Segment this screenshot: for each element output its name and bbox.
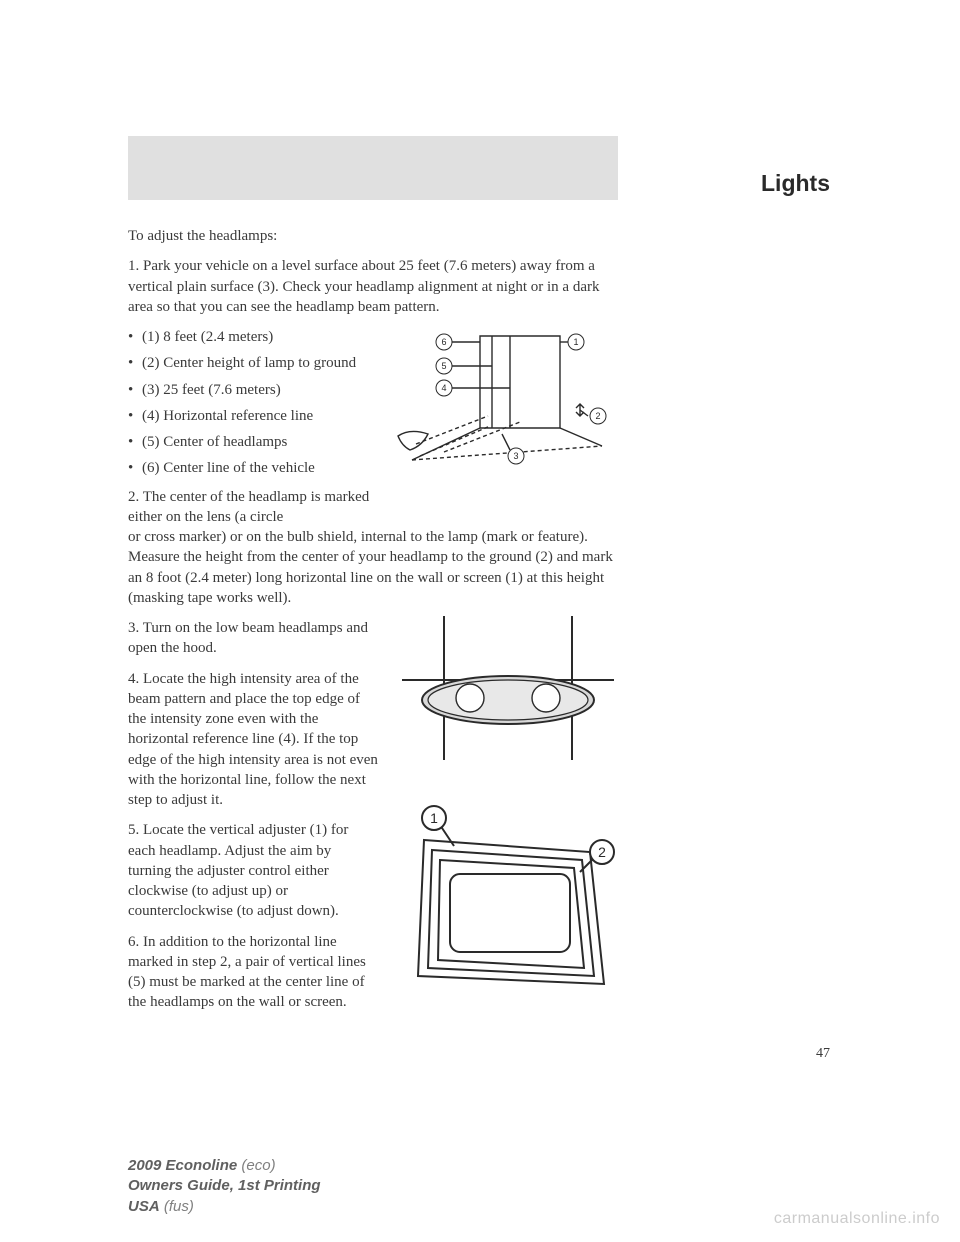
diagram-alignment-setup: 6 5 4 1 2 3 [392, 318, 624, 470]
callout-1: 1 [430, 810, 438, 826]
diagram-headlamp-adjusters: 1 2 [394, 798, 622, 998]
footer-guide: Owners Guide, 1st Printing [128, 1176, 321, 1196]
step-4: 4. Locate the high intensity area of the… [128, 669, 378, 811]
step-3: 3. Turn on the low beam headlamps and op… [128, 618, 378, 659]
step-1: 1. Park your vehicle on a level surface … [128, 256, 618, 317]
callout-6: 6 [441, 337, 446, 347]
bullet-item: (2) Center height of lamp to ground [128, 353, 378, 373]
page-number: 47 [816, 1046, 830, 1062]
reference-bullets: (1) 8 feet (2.4 meters) (2) Center heigh… [128, 327, 378, 479]
footer-code2: (fus) [164, 1198, 194, 1215]
step-2a: 2. The center of the headlamp is marked … [128, 487, 378, 528]
callout-2: 2 [598, 844, 606, 860]
callout-5: 5 [441, 361, 446, 371]
callout-2: 2 [595, 411, 600, 421]
bullet-item: (3) 25 feet (7.6 meters) [128, 380, 378, 400]
callout-4: 4 [441, 383, 446, 393]
step-2b: or cross marker) or on the bulb shield, … [128, 527, 618, 608]
bullet-item: (1) 8 feet (2.4 meters) [128, 327, 378, 347]
bullet-item: (4) Horizontal reference line [128, 406, 378, 426]
section-title: Lights [761, 170, 830, 197]
header-bar [128, 136, 618, 200]
footer-region: USA [128, 1198, 160, 1215]
bullet-item: (6) Center line of the vehicle [128, 458, 378, 478]
callout-1: 1 [573, 337, 578, 347]
footer-code1: (eco) [241, 1157, 275, 1174]
step-6: 6. In addition to the horizontal line ma… [128, 932, 378, 1013]
bullet-item: (5) Center of headlamps [128, 432, 378, 452]
watermark: carmanualsonline.info [774, 1210, 940, 1228]
intro-text: To adjust the headlamps: [128, 226, 618, 246]
callout-3: 3 [513, 451, 518, 461]
diagram-beam-pattern [394, 608, 622, 768]
step-5: 5. Locate the vertical adjuster (1) for … [128, 820, 378, 921]
footer-model: 2009 Econoline [128, 1157, 237, 1174]
footer: 2009 Econoline (eco) Owners Guide, 1st P… [128, 1156, 321, 1217]
